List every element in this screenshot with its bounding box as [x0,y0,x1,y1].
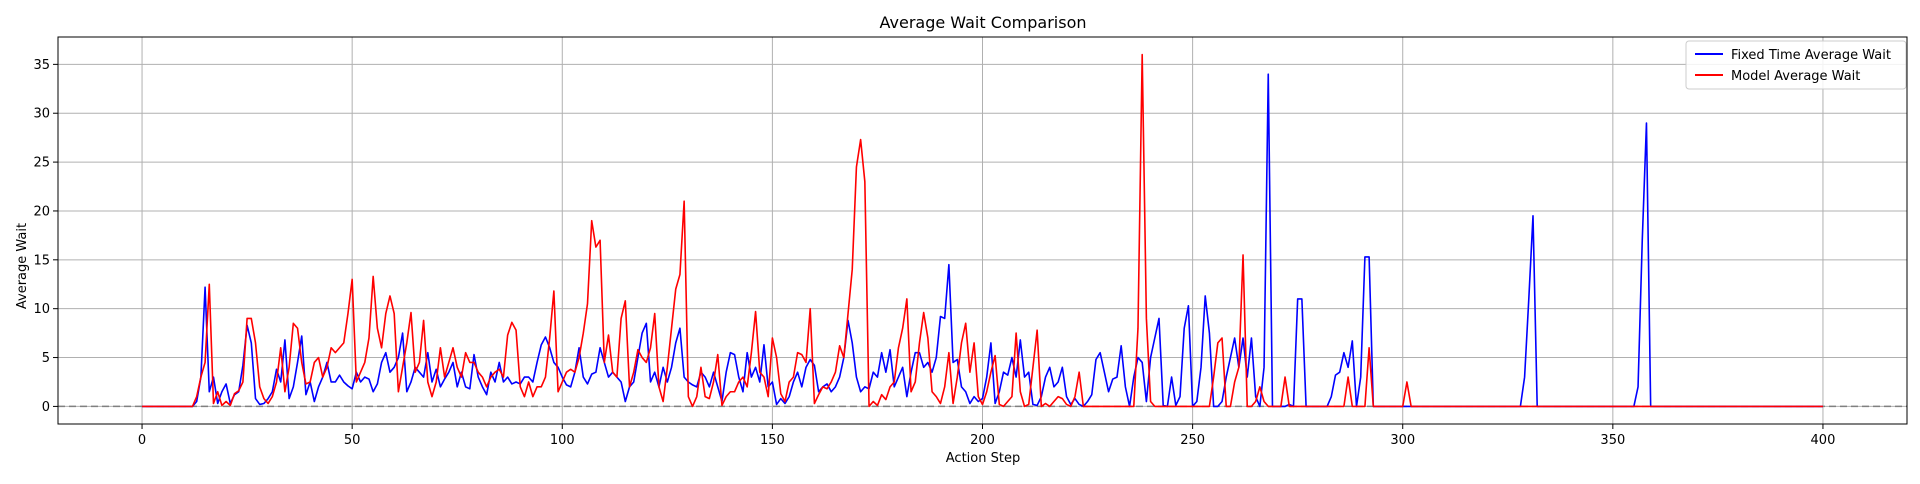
x-tick-label: 350 [1600,433,1625,448]
x-tick-label: 150 [760,433,785,448]
y-tick-label: 25 [33,156,50,171]
y-tick-label: 15 [33,253,50,268]
x-tick-label: 100 [550,433,575,448]
x-tick-label: 400 [1811,433,1836,448]
chart-title: Average Wait Comparison [880,13,1087,32]
x-axis-label: Action Step [946,451,1020,466]
x-tick-label: 0 [138,433,146,448]
y-tick-label: 30 [33,107,50,122]
y-tick-label: 35 [33,58,50,73]
y-tick-label: 0 [42,400,50,415]
legend-box [1685,40,1907,90]
y-tick-label: 20 [33,204,50,219]
x-tick-label: 200 [970,433,995,448]
x-tick-label: 250 [1180,433,1205,448]
x-tick-label: 300 [1390,433,1415,448]
y-tick-label: 10 [33,302,50,317]
series-line-model [142,53,1823,408]
legend-label-fixed: Fixed Time Average Wait [1731,48,1891,63]
y-axis-label: Average Wait [15,223,30,309]
ticks: 0 50 100 150 200 250 300 350 400 0 5 10 15 20 25 30 35 [33,58,1835,448]
legend: Fixed Time Average Wait Model Average Wa… [1685,40,1907,90]
series-line-fixed-time [142,73,1823,408]
y-tick-label: 5 [42,351,50,366]
series-layer [142,53,1823,408]
legend-label-model: Model Average Wait [1731,69,1860,84]
x-tick-label: 50 [344,433,361,448]
